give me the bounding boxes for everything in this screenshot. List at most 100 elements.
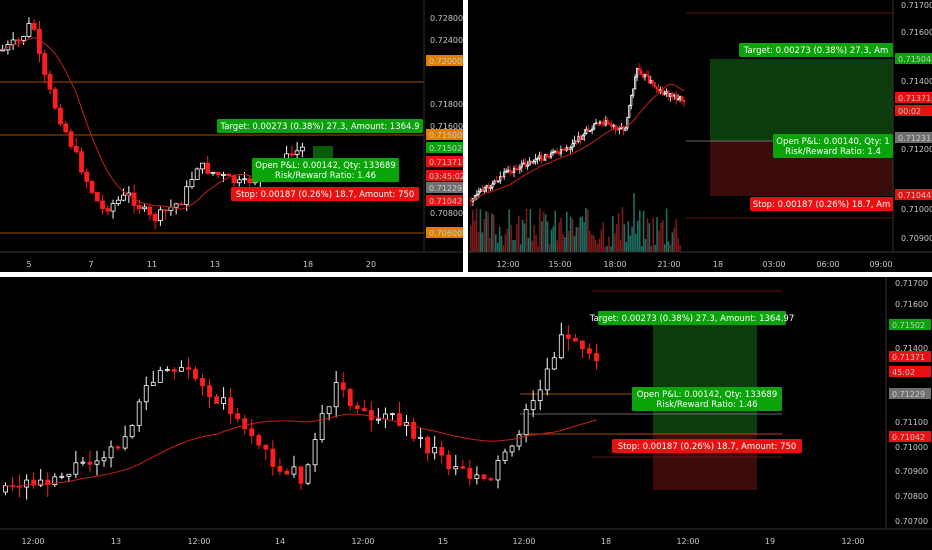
price-axis-label: 0.71229: [892, 390, 925, 399]
volume-bar: [675, 219, 678, 252]
candle-body: [608, 123, 611, 126]
price-axis-label-bg: [426, 170, 463, 181]
candle-body: [193, 368, 198, 379]
volume-bar: [652, 217, 654, 252]
price-axis-label: 0.70700: [895, 517, 928, 526]
time-axis-label: 03:00: [762, 260, 785, 269]
candle-body: [499, 175, 502, 182]
candle-body: [565, 334, 571, 339]
candle-body: [26, 23, 32, 37]
price-axis-label-bg: [426, 156, 463, 167]
open-pnl-label[interactable]: Open P&L: 0.00142, Qty: 133689Risk/Rewar…: [632, 387, 782, 411]
volume-bar: [544, 214, 547, 252]
candle-body: [639, 69, 643, 75]
volume-bar: [514, 240, 516, 252]
chart-canvas[interactable]: 0.71700 0.71600 0.71504 0.71400 0.71371 00:02…: [468, 0, 932, 272]
stop-label[interactable]: Stop: 0.00187 (0.26%) 18.7, Amount: 750: [612, 439, 802, 453]
stop-label-text-1: Stop: 0.00187 (0.26%) 18.7, Amount: 750: [618, 442, 797, 452]
price-axis-label: 0.71371: [429, 158, 462, 167]
volume-bar: [471, 209, 474, 252]
target-label[interactable]: Target: 0.00273 (0.38%) 27.3, Amount: 13…: [217, 119, 423, 133]
candle-body: [596, 122, 600, 125]
candle-body: [152, 214, 158, 222]
candle-body: [577, 135, 580, 142]
volume-bar: [623, 224, 626, 252]
candle-body: [432, 447, 438, 454]
price-axis-label: 0.72000: [429, 57, 462, 66]
volume-bar: [491, 213, 493, 252]
open-pnl-label[interactable]: Open P&L: 0.00142, Qty: 133689Risk/Rewar…: [252, 158, 399, 182]
volume-bar: [529, 209, 532, 252]
candle-body: [673, 94, 676, 97]
volume-bar: [581, 216, 583, 252]
candle-body: [565, 147, 568, 151]
candle-body: [333, 382, 339, 408]
price-axis-label: 0.71700: [901, 1, 932, 10]
volume-bar: [610, 246, 612, 252]
chart-pane-top-right[interactable]: 0.71700 0.71600 0.71504 0.71400 0.71371 00:02…: [468, 0, 932, 272]
candle-body: [675, 94, 678, 100]
time-axis-label: 21:00: [657, 260, 680, 269]
candle-body: [375, 418, 381, 421]
candle-body: [509, 169, 512, 173]
candle-body: [37, 28, 42, 54]
chart-pane-bottom[interactable]: 0.71700 0.71600 0.71502 0.71400 0.71371 45:02…: [0, 277, 932, 550]
candle-body: [505, 170, 508, 173]
plot-area[interactable]: [3, 290, 782, 500]
target-label[interactable]: Target: 0.00273 (0.38%) 27.3, Amount: 13…: [589, 311, 795, 325]
candle-body: [221, 174, 226, 176]
candle-body: [312, 439, 318, 466]
volume-bar: [531, 240, 534, 252]
candle-body: [80, 461, 86, 464]
candle-body: [542, 158, 545, 161]
candle-body: [326, 406, 332, 415]
candle-body: [553, 150, 557, 153]
candle-body: [294, 150, 300, 155]
price-axis-label: 0.71000: [895, 443, 928, 452]
candle-body: [68, 131, 74, 147]
volume-bar: [598, 238, 601, 252]
candle-body: [569, 146, 572, 150]
volume-bar: [562, 234, 564, 252]
candle-body: [497, 180, 500, 183]
candle-body: [215, 171, 221, 176]
price-axis-label: 45:02: [892, 368, 915, 377]
volume-bar: [498, 226, 501, 252]
chart-canvas[interactable]: 0.728000.724000.720000.718000.716000.715…: [0, 0, 463, 272]
time-axis-label: 12:00: [496, 260, 519, 269]
stop-label-text-1: Stop: 0.00187 (0.26%) 18.7, Am: [753, 200, 891, 210]
volume-bar: [654, 244, 656, 252]
price-axis-label-bg: [889, 388, 931, 399]
candle-body: [100, 200, 105, 209]
volume-bar: [596, 243, 599, 252]
volume-bar: [527, 237, 530, 252]
volume-bar: [512, 240, 514, 252]
candle-body: [616, 128, 619, 131]
volume-bar: [644, 239, 647, 252]
chart-pane-top-left[interactable]: 0.72800 0.72400 0.72000 0.71800 0.71600 0.715…: [0, 0, 463, 272]
candle-body: [585, 128, 588, 134]
candle-body: [142, 206, 148, 210]
volume-bar: [479, 208, 482, 252]
candle-body: [567, 147, 570, 150]
candle-body: [194, 168, 200, 180]
target-label-text-1: Target: 0.00273 (0.38%) 27.3, Amount: 13…: [589, 314, 795, 324]
candle-body: [526, 164, 529, 167]
candle-body: [87, 461, 93, 465]
price-axis-label-bg: [895, 105, 932, 116]
candle-body: [667, 91, 670, 98]
candle-body: [3, 485, 8, 493]
open-pnl-label-text-1: Open P&L: 0.00142, Qty: 133689: [255, 161, 395, 171]
volume-bar: [621, 207, 624, 252]
candle-body: [305, 464, 311, 484]
target-label[interactable]: Target: 0.00273 (0.38%) 27.3, Am: [739, 43, 893, 57]
volume-bar: [510, 224, 512, 252]
volume-bar: [583, 222, 585, 252]
stop-label[interactable]: Stop: 0.00187 (0.26%) 18.7, Am: [750, 197, 893, 211]
stop-label[interactable]: Stop: 0.00187 (0.26%) 18.7, Amount: 750: [231, 187, 419, 201]
candle-body: [532, 161, 535, 164]
open-pnl-label-text-1: Open P&L: 0.00142, Qty: 133689: [637, 390, 777, 400]
time-axis-label: 18: [303, 260, 313, 269]
